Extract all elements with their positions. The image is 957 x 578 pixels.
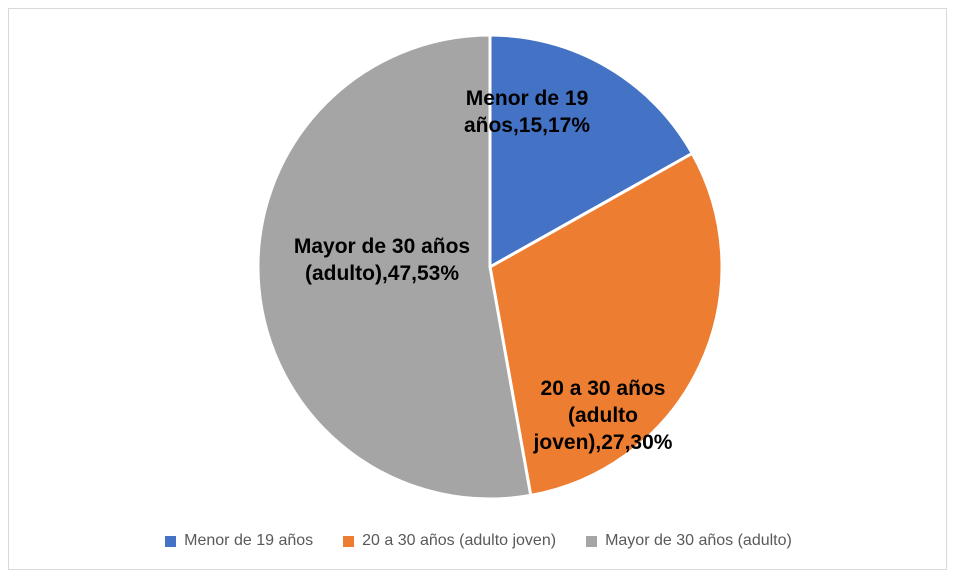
- legend-item: Mayor de 30 años (adulto): [586, 532, 792, 550]
- legend: Menor de 19 años 20 a 30 años (adulto jov…: [0, 532, 957, 550]
- chart-frame: [8, 8, 947, 570]
- legend-item: Menor de 19 años: [165, 532, 313, 550]
- legend-swatch: [165, 535, 177, 547]
- data-label: Mayor de 30 años (adulto),47,53%: [293, 235, 471, 285]
- legend-swatch: [586, 535, 598, 547]
- legend-swatch: [343, 535, 355, 547]
- legend-label: 20 a 30 años (adulto joven): [362, 532, 557, 549]
- pie-slice: [256, 33, 533, 501]
- pie-slice: [488, 151, 724, 498]
- data-label: 20 a 30 años (adulto joven),27,30%: [533, 376, 673, 454]
- legend-label: Mayor de 30 años (adulto): [605, 532, 792, 549]
- legend-label: Menor de 19 años: [184, 532, 314, 549]
- legend-item: 20 a 30 años (adulto joven): [343, 532, 556, 550]
- data-label: Menor de 19 años,15,17%: [463, 87, 591, 137]
- pie-slice: [488, 33, 695, 270]
